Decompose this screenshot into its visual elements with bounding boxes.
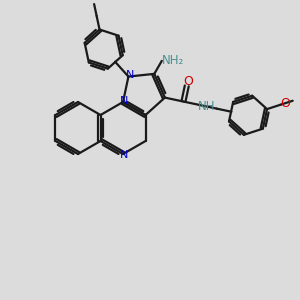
Text: N: N [120, 150, 128, 160]
Text: O: O [280, 97, 290, 110]
Text: NH: NH [198, 100, 216, 113]
Text: N: N [126, 70, 135, 80]
Text: O: O [183, 74, 193, 88]
Text: NH₂: NH₂ [162, 54, 184, 68]
Text: N: N [120, 96, 128, 106]
